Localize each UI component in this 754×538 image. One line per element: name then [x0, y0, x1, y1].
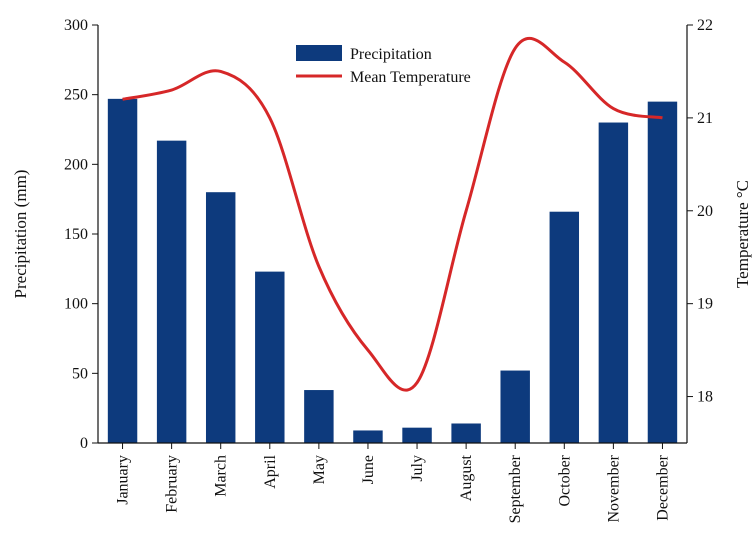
x-tick-label-november: November: [605, 454, 622, 522]
y-tick-label: 300: [64, 17, 88, 34]
bar-april: [255, 271, 285, 443]
bar-november: [598, 122, 629, 443]
y2-tick-label: 19: [697, 296, 713, 313]
y-axis-title: Precipitation (mm): [11, 170, 30, 299]
legend-swatch-precipitation: [296, 45, 342, 61]
bar-may: [304, 390, 334, 443]
x-tick-label-may: May: [311, 455, 328, 484]
legend-label-precipitation: Precipitation: [350, 46, 432, 63]
y-tick-label: 250: [64, 87, 88, 104]
legend-label-temperature: Mean Temperature: [350, 69, 471, 86]
x-tick-label-july: July: [409, 455, 426, 482]
bar-october: [549, 211, 580, 443]
x-tick-label-october: October: [556, 454, 573, 506]
temperature-line: [122, 36, 663, 392]
x-tick-label-september: September: [507, 454, 524, 523]
bar-january: [107, 98, 138, 443]
bar-december: [647, 101, 678, 443]
y-tick-label: 50: [72, 365, 88, 382]
bar-august: [451, 423, 481, 443]
y2-tick-label: 18: [697, 389, 713, 406]
bar-september: [500, 370, 530, 443]
x-tick-label-april: April: [262, 454, 279, 488]
y-tick-label: 100: [64, 296, 88, 313]
y-tick-label: 150: [64, 226, 88, 243]
x-tick-label-december: December: [654, 454, 671, 520]
plot-area: 0 50 100 150 200 250 300 18 19 20 21 22 January Febru…: [11, 17, 752, 523]
bar-series: [107, 98, 678, 443]
x-tick-label-june: June: [360, 455, 377, 484]
y-tick-label: 200: [64, 156, 88, 173]
legend: Precipitation Mean Temperature: [296, 45, 471, 86]
x-tick-label-january: January: [115, 455, 132, 505]
x-tick-label-august: August: [458, 454, 475, 501]
x-tick-label-february: February: [164, 455, 181, 513]
y2-tick-label: 21: [697, 110, 713, 127]
bar-july: [402, 427, 432, 443]
y-tick-label: 0: [80, 435, 88, 452]
y2-tick-label: 22: [697, 17, 713, 34]
bar-march: [205, 192, 236, 443]
y2-tick-label: 20: [697, 203, 713, 220]
bar-february: [156, 140, 187, 443]
bar-june: [353, 430, 383, 443]
y2-axis-title: Temperature °C: [733, 180, 752, 288]
x-tick-label-march: March: [213, 455, 230, 497]
